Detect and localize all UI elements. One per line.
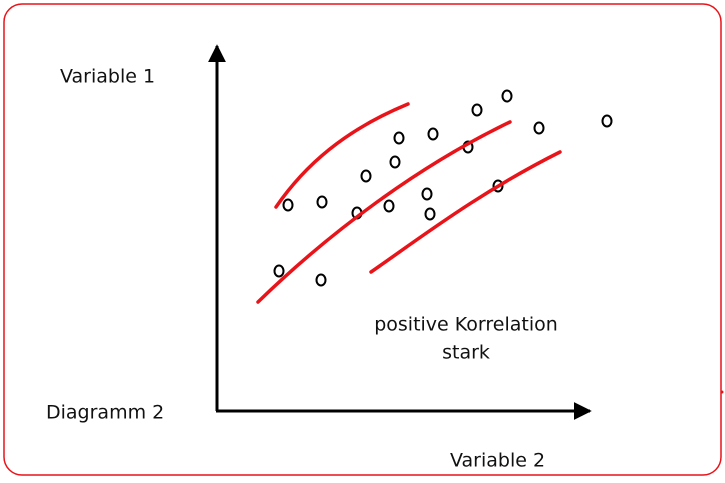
trend-stroke [256, 120, 512, 304]
point [393, 131, 405, 145]
point [383, 199, 395, 213]
frame [3, 3, 722, 476]
diagram-label: Diagramm 2 [46, 402, 164, 424]
point [533, 121, 545, 135]
point [389, 155, 401, 169]
point [315, 273, 327, 287]
y-axis-label: Variable 1 [60, 66, 155, 88]
point [360, 169, 372, 183]
upper-bound-stroke [274, 102, 410, 209]
point [273, 264, 285, 278]
annotation: stark [442, 342, 490, 364]
point [424, 207, 436, 221]
annotation: positive Korrelation [374, 314, 558, 336]
x-axis-label: Variable 2 [450, 450, 545, 472]
point [601, 114, 613, 128]
point [421, 187, 433, 201]
point [492, 179, 504, 193]
point [282, 198, 294, 212]
point [427, 127, 439, 141]
points [273, 89, 613, 287]
dot [720, 390, 724, 394]
lower-bound-stroke [369, 150, 562, 274]
point [501, 89, 513, 103]
point [316, 195, 328, 209]
point [471, 103, 483, 117]
